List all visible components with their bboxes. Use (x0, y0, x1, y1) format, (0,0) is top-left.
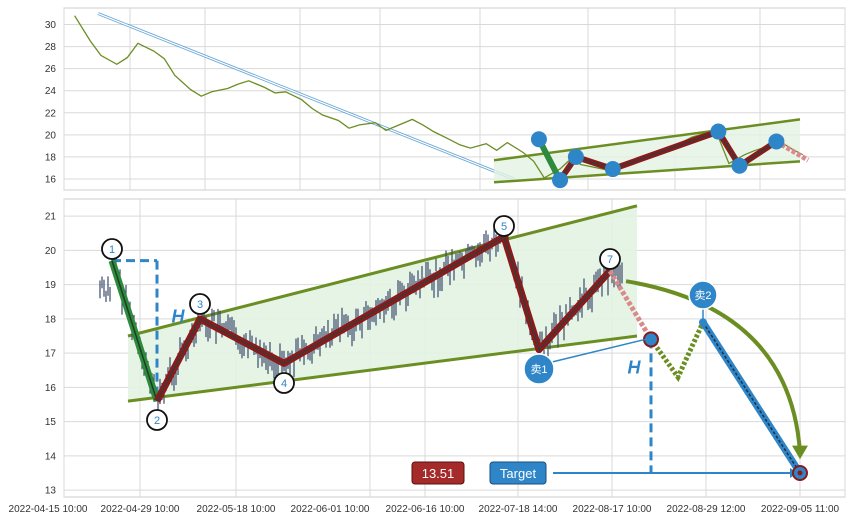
sell2-badge (688, 280, 718, 310)
detail-xtick-label: 2022-06-16 10:00 (386, 504, 465, 515)
pivot-circle-1 (101, 238, 123, 260)
detail-xtick-label: 2022-07-18 14:00 (479, 504, 558, 515)
pivot-label-7: 7 (607, 254, 613, 266)
detail-xtick-label: 2022-08-17 10:00 (573, 504, 652, 515)
height-label-left: H (172, 306, 186, 326)
pivot-label-5: 5 (501, 221, 507, 233)
sell1-label: 卖1 (530, 363, 547, 376)
detail-zigzag-inner (156, 235, 611, 402)
overview-channel-lower (493, 160, 801, 184)
curved-arrow (625, 279, 802, 453)
detail-ytick-label: 20 (45, 246, 57, 257)
detail-xtick-label: 2022-05-18 10:00 (197, 504, 276, 515)
sell1-point (643, 331, 659, 348)
pivot-circle-2 (146, 409, 168, 431)
curved-arrowhead (792, 445, 808, 460)
overview-ytick-label: 30 (45, 20, 57, 31)
pivot-circle-7 (599, 248, 621, 270)
target-value-label: 13.51 (422, 466, 455, 481)
detail-xtick-label: 2022-08-29 12:00 (667, 504, 746, 515)
overview-pivot-node (710, 123, 727, 140)
detail-ytick-label: 18 (45, 314, 57, 325)
overview-panel: 16 18 20 22 24 26 28 30 (45, 7, 846, 191)
detail-xtick-label: 2022-04-15 10:00 (9, 504, 88, 515)
overview-pivot-node (552, 172, 569, 189)
sell1-badge (523, 353, 555, 385)
overview-pivot-node (530, 131, 547, 148)
pivot-label-3: 3 (197, 299, 203, 311)
detail-ytick-label: 21 (45, 212, 57, 223)
detail-ytick-label: 17 (45, 349, 57, 360)
detail-ytick-label: 13 (45, 486, 57, 497)
projection-retest-leg (648, 321, 706, 383)
target-point-center (797, 470, 803, 476)
pivot-label-1: 1 (109, 244, 115, 256)
pivot-circle-4 (273, 372, 295, 394)
overview-pivot-node (731, 157, 748, 174)
overview-decline-line-core (97, 12, 515, 180)
overview-pivot-node (768, 133, 785, 150)
detail-ytick-label: 16 (45, 383, 57, 394)
detail-channel-lower (127, 334, 638, 403)
overview-ytick-label: 18 (45, 152, 57, 163)
overview-ytick-label: 26 (45, 64, 57, 75)
detail-ytick-label: 14 (45, 451, 57, 462)
target-badge (489, 461, 547, 485)
overview-ytick-label: 28 (45, 42, 57, 53)
pivot-circle-3 (189, 293, 211, 315)
detail-ytick-label: 19 (45, 280, 57, 291)
projection-drop-leg (607, 269, 654, 341)
pivot-label-2: 2 (154, 415, 160, 427)
overview-pivot-node (604, 161, 621, 178)
pivot-label-4: 4 (281, 378, 287, 390)
detail-xtick-label: 2022-06-01 10:00 (291, 504, 370, 515)
height-label-right: H (628, 358, 642, 378)
sell1-connector (551, 338, 646, 363)
detail-ytick-label: 15 (45, 417, 57, 428)
overview-ytick-label: 16 (45, 174, 57, 185)
overview-ytick-label: 22 (45, 108, 57, 119)
overview-ytick-label: 24 (45, 86, 57, 97)
target-value-badge (411, 461, 465, 485)
detail-first-leg-core (111, 260, 158, 402)
pivot-circle-5 (493, 215, 515, 237)
overview-ytick-label: 20 (45, 130, 57, 141)
target-label: Target (500, 466, 537, 481)
overview-pivot-node (567, 148, 584, 165)
detail-xtick-label: 2022-04-29 10:00 (101, 504, 180, 515)
detail-channel-upper (127, 204, 638, 338)
detail-xtick-label: 2022-09-05 11:00 (761, 504, 840, 515)
sell2-label: 卖2 (694, 289, 711, 302)
projection-target-leg (700, 320, 803, 475)
